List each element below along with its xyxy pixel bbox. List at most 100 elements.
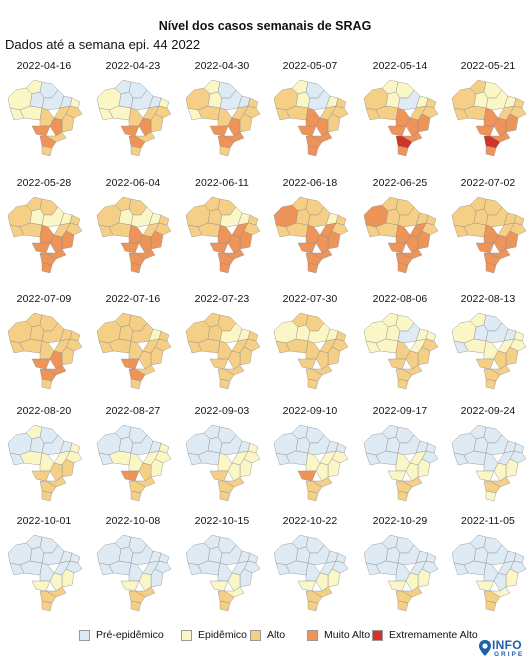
map-region [387, 358, 407, 370]
map-region [227, 462, 241, 482]
map-region [49, 572, 63, 592]
map-region [120, 125, 140, 137]
brazil-map [7, 79, 83, 157]
brazil-map [363, 534, 439, 612]
map-date-label: 2022-08-27 [105, 405, 161, 417]
map-region [227, 572, 241, 592]
legend-label: Epidêmico [198, 629, 248, 641]
map-region [315, 350, 329, 370]
map-region [31, 358, 51, 370]
map-date-label: 2022-07-30 [282, 293, 338, 305]
brazil-map [451, 424, 527, 502]
map-region [219, 490, 231, 502]
map-region [493, 117, 507, 137]
map-region [39, 252, 57, 266]
map-region [485, 600, 497, 612]
map-region [485, 378, 497, 390]
brazil-map [185, 79, 261, 157]
map-region [130, 490, 142, 502]
map-region [138, 117, 152, 137]
legend-swatch [79, 629, 90, 641]
map-region [307, 378, 319, 390]
brazil-map [185, 312, 261, 390]
map-region [387, 242, 407, 254]
map-region [305, 480, 323, 494]
map-region [31, 470, 51, 482]
brazil-map [96, 79, 172, 157]
map-region [387, 580, 407, 592]
map-region [49, 234, 63, 254]
logo-mark-icon [479, 640, 491, 656]
map-region [315, 572, 329, 592]
brazil-map [96, 312, 172, 390]
map-panel: 2022-08-06 [356, 293, 444, 403]
map-region [405, 572, 419, 592]
map-region [41, 378, 53, 390]
map-region [305, 368, 323, 382]
map-region [493, 462, 507, 482]
map-region [387, 125, 407, 137]
map-date-label: 2022-04-16 [16, 60, 72, 72]
map-date-label: 2022-10-29 [372, 515, 428, 527]
map-region [120, 242, 140, 254]
map-region [217, 135, 235, 149]
map-region [227, 117, 241, 137]
map-region [209, 470, 229, 482]
legend-label: Pré-epidêmico [96, 629, 164, 641]
brazil-map [363, 196, 439, 274]
map-region [217, 480, 235, 494]
map-panel: 2022-08-27 [89, 405, 177, 515]
brazil-map [7, 196, 83, 274]
brazil-map [273, 424, 349, 502]
map-region [120, 358, 140, 370]
legend-swatch [181, 629, 192, 641]
map-region [297, 125, 317, 137]
map-panel: 2022-10-01 [0, 515, 88, 625]
map-region [39, 368, 57, 382]
map-grid: 2022-04-16 2022-04-23 2022-04-30 2022-05-07… [0, 60, 530, 616]
map-region [217, 590, 235, 604]
map-region [493, 572, 507, 592]
legend-label: Extremamente Alto [389, 629, 478, 641]
map-region [305, 252, 323, 266]
map-region [485, 262, 497, 274]
map-region [493, 234, 507, 254]
map-date-label: 2022-07-16 [105, 293, 161, 305]
map-region [405, 234, 419, 254]
legend-item: Extremamente Alto [372, 628, 478, 642]
map-region [128, 252, 146, 266]
map-region [49, 350, 63, 370]
map-region [475, 580, 495, 592]
map-region [219, 378, 231, 390]
map-region [395, 135, 413, 149]
map-panel: 2022-10-29 [356, 515, 444, 625]
map-region [395, 252, 413, 266]
map-date-label: 2022-08-13 [460, 293, 516, 305]
map-region [307, 490, 319, 502]
map-region [475, 470, 495, 482]
map-panel: 2022-07-02 [444, 177, 530, 287]
legend-label: Alto [267, 629, 286, 641]
brazil-map [7, 534, 83, 612]
map-date-label: 2022-10-22 [282, 515, 338, 527]
map-region [483, 480, 501, 494]
map-region [130, 378, 142, 390]
brazil-map [363, 424, 439, 502]
map-region [39, 480, 57, 494]
map-region [41, 600, 53, 612]
map-region [307, 600, 319, 612]
map-date-label: 2022-10-15 [194, 515, 250, 527]
map-region [209, 242, 229, 254]
map-region [217, 252, 235, 266]
map-region [31, 580, 51, 592]
map-panel: 2022-08-20 [0, 405, 88, 515]
map-region [397, 262, 409, 274]
map-panel: 2022-06-04 [89, 177, 177, 287]
map-region [493, 350, 507, 370]
brazil-map [451, 534, 527, 612]
brazil-map [185, 196, 261, 274]
map-panel: 2022-11-05 [444, 515, 530, 625]
brazil-map [7, 424, 83, 502]
map-region [128, 135, 146, 149]
map-region [307, 262, 319, 274]
